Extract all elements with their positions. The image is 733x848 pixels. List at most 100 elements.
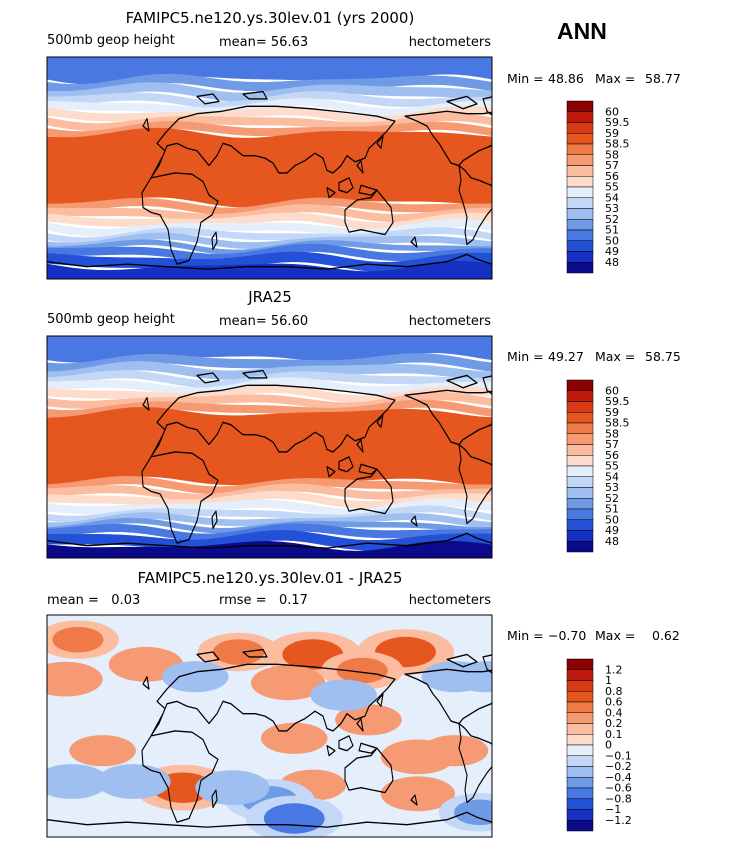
panel1-band-10 <box>47 197 492 216</box>
panel1-band-8 <box>47 120 492 140</box>
panel1-colorbar-box-1 <box>566 100 594 112</box>
panel3-colorbar-box-2 <box>566 669 594 681</box>
panel3-mean-label: mean = 0.03 <box>47 593 141 608</box>
panel3-colorbar-box-5 <box>566 701 594 713</box>
panel2-colorbar-label-5: 58 <box>605 427 619 440</box>
panel1-band-16 <box>47 239 492 256</box>
panel3-rmse-label: rmse = 0.17 <box>219 593 308 608</box>
panel1-colorbar-box-15 <box>566 251 594 263</box>
panel3-colorbar-label-2: 1 <box>605 674 612 687</box>
panel2-colorbar-label-1: 60 <box>605 384 619 397</box>
panel2-colorbar-label-14: 49 <box>605 524 619 537</box>
panel2-colorbar-box-16 <box>566 541 594 553</box>
panel3-colorbar-label-14: −1 <box>605 803 621 816</box>
panel3-colorbar-box-3 <box>566 680 594 692</box>
panel3-anomaly-core-11 <box>347 709 390 731</box>
panel3-colorbar-box-9 <box>566 744 594 756</box>
panel3-colorbar-label-15: −1.2 <box>605 814 632 827</box>
panel1-colorbar-label-10: 53 <box>605 202 619 215</box>
season-label: ANN <box>557 18 607 44</box>
panel1-colorbar-box-10 <box>566 197 594 209</box>
panel3-anomaly-core-20 <box>110 769 157 794</box>
panel3-min-value: −0.70 <box>548 628 587 643</box>
panel3-colorbar-box-14 <box>566 798 594 810</box>
panel3-colorbar-box-6 <box>566 712 594 724</box>
panel3-colorbar-label-13: −0.8 <box>605 792 632 805</box>
panel1-colorbar-box-13 <box>566 229 594 241</box>
panel3-title: FAMIPC5.ne120.ys.30lev.01 - JRA25 <box>137 569 403 587</box>
panel1-colorbar-label-11: 52 <box>605 213 619 226</box>
panel2-band-8 <box>47 399 492 419</box>
panel2-band-3 <box>47 361 492 381</box>
panel3-anomaly-core-6 <box>122 652 170 676</box>
panel2-band-19 <box>47 540 492 558</box>
panel2-frame <box>46 335 493 559</box>
panel1-colorbar-label-3: 59 <box>605 127 619 140</box>
panel2-colorbar-box-11 <box>566 487 594 499</box>
panel3-colorbar-label-12: −0.6 <box>605 782 632 795</box>
panel3-anomaly-core-4 <box>336 657 388 684</box>
panel3-min-label: Min = <box>507 628 544 643</box>
panel3-anomaly-core-21 <box>209 776 256 800</box>
panel3-anomaly-core-7 <box>52 626 104 653</box>
panel1-colorbar-box-8 <box>566 176 594 188</box>
panel2-colorbar-box-14 <box>566 519 594 531</box>
panel3-colorbar-box-13 <box>566 787 594 799</box>
panel2-colorbar-box-9 <box>566 465 594 477</box>
panel2-colorbar-box-3 <box>566 401 594 413</box>
panel1-map <box>47 57 492 279</box>
panel2-min-label: Min = <box>507 349 544 364</box>
panel2-min-value: 49.27 <box>548 349 584 364</box>
panel1-colorbar-box-14 <box>566 240 594 252</box>
panel1-colorbar-label-14: 49 <box>605 245 619 258</box>
panel2-colorbar-box-7 <box>566 444 594 456</box>
panel2-variable-label: 500mb geop height <box>47 312 175 327</box>
map-panels <box>46 56 493 838</box>
panel1-frame <box>46 56 493 280</box>
panel2-colorbar-label-3: 59 <box>605 406 619 419</box>
panel3-colorbar-box-8 <box>566 734 594 746</box>
panel2-colorbar-box-15 <box>566 530 594 542</box>
panel2-colorbar-box-13 <box>566 508 594 520</box>
panel3-colorbar-label-6: 0.2 <box>605 717 623 730</box>
panel2-colorbar-box-2 <box>566 390 594 402</box>
panel3-frame <box>46 614 493 838</box>
panel1-colorbar-box-6 <box>566 154 594 166</box>
panel2-colorbar-box-4 <box>566 412 594 424</box>
panel3-max-value: 0.62 <box>652 628 680 643</box>
panel3-colorbar-box-10 <box>566 755 594 767</box>
panel1-title: FAMIPC5.ne120.ys.30lev.01 (yrs 2000) <box>125 9 415 27</box>
panel2-colorbar-box-10 <box>566 476 594 488</box>
panel2-map <box>47 336 492 558</box>
panel1-band-15 <box>47 232 492 250</box>
panel3-anomaly-core-5 <box>47 667 89 691</box>
panel2-band-9 <box>47 406 492 487</box>
panel1-colorbar-label-5: 58 <box>605 148 619 161</box>
panel3-anomaly-core-24 <box>322 684 365 706</box>
panel3-anomaly-core-8 <box>264 671 312 695</box>
panel3-anomaly-core-10 <box>273 727 316 749</box>
panel3-colorbar-label-10: −0.2 <box>605 760 632 773</box>
panel1-colorbar-box-7 <box>566 165 594 177</box>
panel2-colorbar-label-12: 51 <box>605 503 619 516</box>
panel2-mean-label: mean= 56.60 <box>219 314 309 329</box>
panel2-colorbar-label-10: 53 <box>605 481 619 494</box>
panel3-colorbar: 1.210.80.60.40.20.10−0.1−0.2−0.4−0.6−0.8… <box>566 658 632 832</box>
panel1-colorbar-label-6: 57 <box>605 159 619 172</box>
panel1-colorbar-label-1: 60 <box>605 105 619 118</box>
panel2-band-2 <box>47 353 492 373</box>
panel1-colorbar-box-9 <box>566 186 594 198</box>
panel1-max-value: 58.77 <box>645 71 681 86</box>
panel3-colorbar-label-7: 0.1 <box>605 728 623 741</box>
colorbars: 6059.55958.558575655545352515049486059.5… <box>566 100 632 832</box>
panel1-colorbar-box-12 <box>566 219 594 231</box>
panel3-max-label: Max = <box>595 628 636 643</box>
panel1-colorbar-label-4: 58.5 <box>605 138 630 151</box>
panel3-colorbar-box-16 <box>566 820 594 832</box>
panel1-colorbar-box-5 <box>566 143 594 155</box>
panel1-band-19 <box>47 261 492 279</box>
panel3-colorbar-box-11 <box>566 766 594 778</box>
panel1-colorbar-label-2: 59.5 <box>605 116 630 129</box>
panel2-units-label: hectometers <box>408 314 491 329</box>
